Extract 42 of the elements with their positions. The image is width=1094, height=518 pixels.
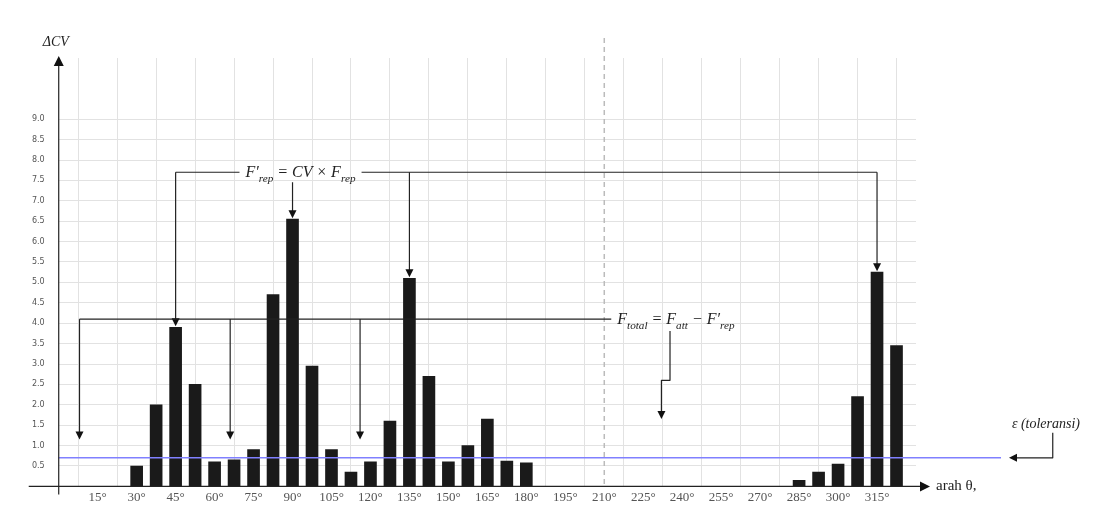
y-tick-label: 2.0 xyxy=(31,399,45,409)
y-tick-label: 8.5 xyxy=(31,134,45,144)
y-tick-label: 4.0 xyxy=(31,318,45,328)
x-tick-label: 165° xyxy=(475,488,500,504)
x-tick-label: 300° xyxy=(825,488,851,504)
y-tick-label: 5.5 xyxy=(31,257,45,267)
y-tick-label: 7.5 xyxy=(31,175,45,185)
x-tick-label: 195° xyxy=(552,488,578,504)
y-tick-label: 6.0 xyxy=(31,236,45,246)
ref-line-label: ε (toleransi) xyxy=(1011,415,1081,432)
y-tick-label: 4.5 xyxy=(31,297,45,307)
x-tick-label: 240° xyxy=(669,488,695,504)
x-tick-label: 120° xyxy=(358,488,383,504)
x-tick-label: 30° xyxy=(127,488,146,504)
y-tick-label: 1.0 xyxy=(31,440,45,450)
x-axis-title: arah θ, xyxy=(936,477,977,494)
x-tick-label: 90° xyxy=(283,488,302,504)
y-tick-label: 7.0 xyxy=(31,195,45,205)
x-tick-label: 285° xyxy=(786,488,812,504)
x-tick-label: 105° xyxy=(319,488,344,504)
y-tick-label: 3.5 xyxy=(31,338,45,348)
x-tick-label: 270° xyxy=(747,488,773,504)
y-tick-label: 2.5 xyxy=(31,379,45,389)
x-tick-label: 15° xyxy=(88,488,107,504)
y-tick-label: 1.5 xyxy=(31,420,45,430)
y-axis-title: ΔCV xyxy=(41,34,71,49)
x-tick-label: 45° xyxy=(166,488,185,504)
x-tick-label: 135° xyxy=(397,488,422,504)
x-tick-label: 150° xyxy=(436,488,461,504)
x-tick-label: 75° xyxy=(244,488,263,504)
x-tick-label: 210° xyxy=(591,488,617,504)
x-tick-label: 315° xyxy=(864,488,890,504)
y-tick-label: 8.0 xyxy=(31,155,45,165)
x-tick-label: 225° xyxy=(630,488,656,504)
y-tick-label: 6.5 xyxy=(31,216,45,226)
x-tick-label: 180° xyxy=(513,488,539,504)
y-tick-label: 3.0 xyxy=(31,359,45,369)
y-tick-label: 5.0 xyxy=(31,277,45,287)
y-tick-label: 9.0 xyxy=(31,114,45,124)
y-tick-label: 0.5 xyxy=(31,461,45,471)
x-tick-label: 255° xyxy=(708,488,734,504)
x-tick-label: 60° xyxy=(205,488,224,504)
